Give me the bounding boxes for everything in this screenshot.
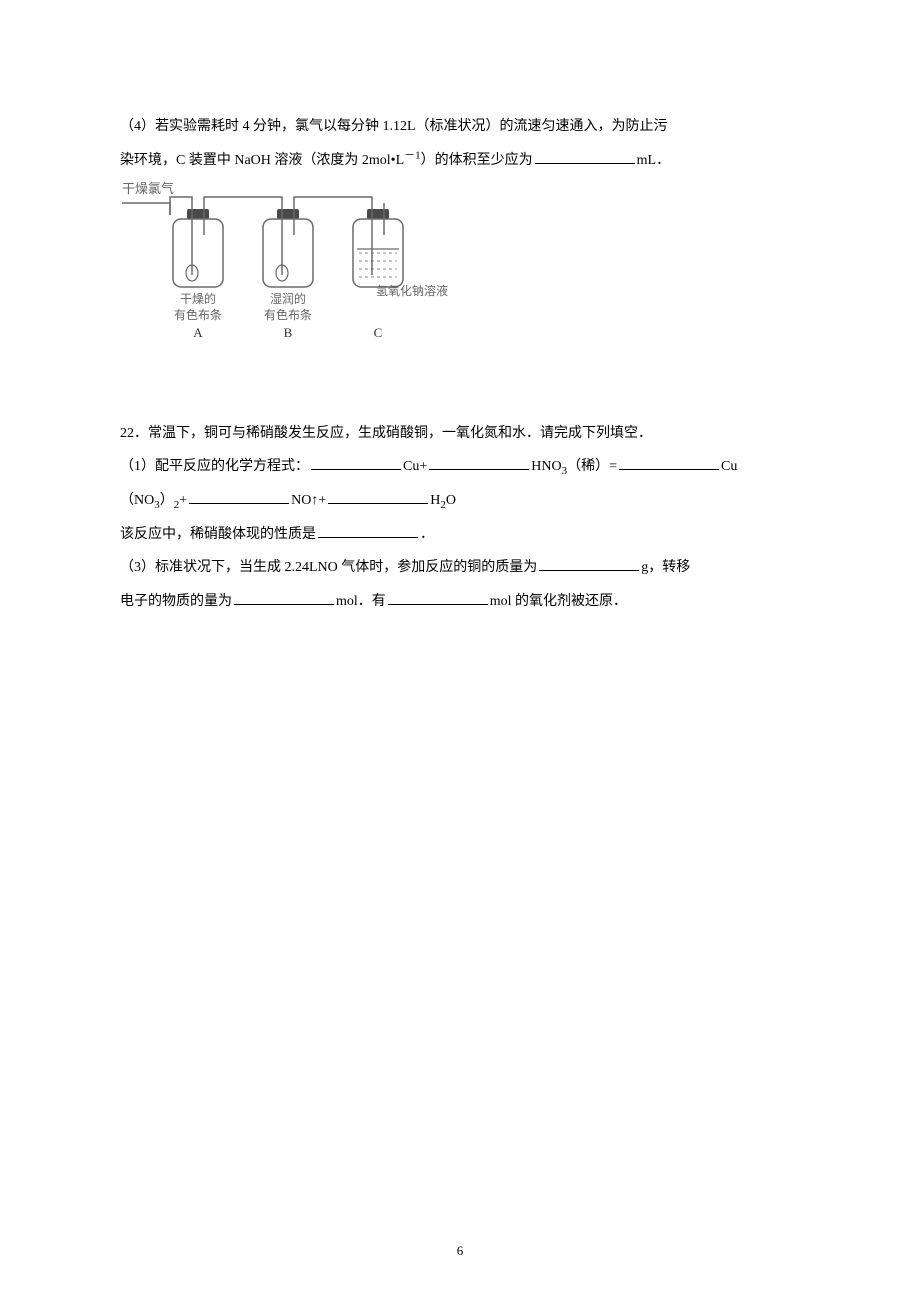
page-number: 6 xyxy=(0,1235,920,1266)
unit: mL． xyxy=(637,153,670,168)
text: ． xyxy=(420,527,434,542)
apparatus-diagram: 干燥氯气干燥的有色布条 A 湿润的有色布条 B 氢氧化钠溶液 C xyxy=(120,181,800,365)
svg-text:B: B xyxy=(284,325,293,340)
blank-mass-cu xyxy=(539,553,639,571)
text: （NO xyxy=(120,493,154,508)
text: 22．常温下，铜可与稀硝酸发生反应，生成硝酸铜，一氧化氮和水．请完成下列填空． xyxy=(120,426,652,441)
q22-part3-line2: 电子的物质的量为 mol．有 mol 的氧化剂被还原． xyxy=(120,585,800,619)
apparatus-svg: 干燥氯气干燥的有色布条 A 湿润的有色布条 B 氢氧化钠溶液 C xyxy=(120,181,480,351)
q21-part4-line2: 染环境，C 装置中 NaOH 溶液（浓度为 2mol•L－1）的体积至少应为 mL… xyxy=(120,144,800,178)
text: + xyxy=(179,493,187,508)
text: Cu+ xyxy=(403,459,427,474)
text: （稀）= xyxy=(567,459,617,474)
q22-part1-line2: （NO3）2+NO↑+H2O xyxy=(120,484,800,518)
blank-volume xyxy=(535,146,635,164)
text: 该反应中，稀硝酸体现的性质是 xyxy=(120,527,316,542)
text: NO↑+ xyxy=(291,493,326,508)
text: Cu xyxy=(721,459,737,474)
text: H xyxy=(430,493,440,508)
q22-part3-line1: （3）标准状况下，当生成 2.24LNO 气体时，参加反应的铜的质量为 g，转移 xyxy=(120,551,800,585)
svg-text:氢氧化钠溶液: 氢氧化钠溶液 xyxy=(376,283,448,298)
text: （4）若实验需耗时 4 分钟，氯气以每分钟 1.12L（标准状况）的流速匀速通入… xyxy=(120,119,668,134)
blank-coef-h2o xyxy=(328,486,428,504)
svg-text:有色布条: 有色布条 xyxy=(264,308,312,322)
text: HNO xyxy=(531,459,561,474)
text: mol 的氧化剂被还原． xyxy=(490,594,627,609)
text: （3）标准状况下，当生成 2.24LNO 气体时，参加反应的铜的质量为 xyxy=(120,560,537,575)
text: ）的体积至少应为 xyxy=(421,153,533,168)
text: O xyxy=(446,493,456,508)
text: （1）配平反应的化学方程式： xyxy=(120,459,309,474)
svg-text:干燥氯气: 干燥氯气 xyxy=(122,181,174,196)
text: g，转移 xyxy=(641,560,690,575)
svg-text:A: A xyxy=(193,325,203,340)
text: 染环境，C 装置中 NaOH 溶液（浓度为 2mol•L xyxy=(120,153,404,168)
q21-part4-line1: （4）若实验需耗时 4 分钟，氯气以每分钟 1.12L（标准状况）的流速匀速通入… xyxy=(120,110,800,144)
blank-property xyxy=(318,520,418,538)
text: mol．有 xyxy=(336,594,386,609)
superscript: －1 xyxy=(404,149,421,161)
q22-intro: 22．常温下，铜可与稀硝酸发生反应，生成硝酸铜，一氧化氮和水．请完成下列填空． xyxy=(120,417,800,451)
svg-text:干燥的: 干燥的 xyxy=(180,291,216,306)
blank-coef-no xyxy=(189,486,289,504)
blank-coef-hno3 xyxy=(429,453,529,471)
blank-mol-e xyxy=(234,587,334,605)
text: ） xyxy=(160,493,174,508)
svg-text:C: C xyxy=(374,325,383,340)
svg-text:湿润的: 湿润的 xyxy=(270,291,306,306)
q22-part2: 该反应中，稀硝酸体现的性质是 ． xyxy=(120,518,800,552)
blank-coef-cu xyxy=(311,453,401,471)
q22-part1-line1: （1）配平反应的化学方程式：Cu+HNO3（稀）=Cu xyxy=(120,450,800,484)
svg-text:有色布条: 有色布条 xyxy=(174,308,222,322)
spacer xyxy=(120,377,800,417)
text: 电子的物质的量为 xyxy=(120,594,232,609)
blank-coef-cuno32 xyxy=(619,453,719,471)
blank-mol-ox xyxy=(388,587,488,605)
